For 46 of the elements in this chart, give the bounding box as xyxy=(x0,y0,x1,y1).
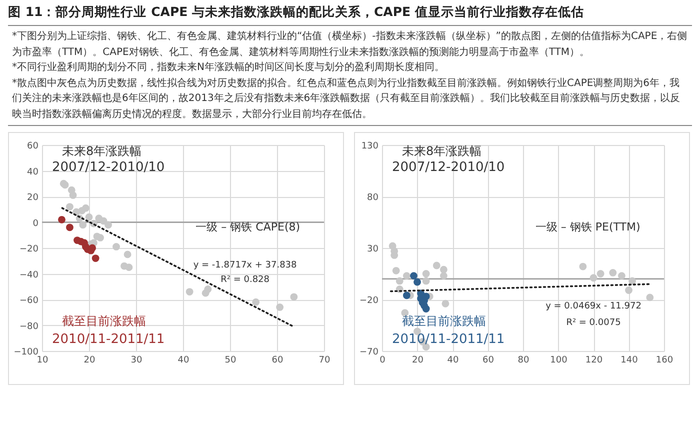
x-tick-label: 0 xyxy=(380,356,386,366)
x-tick-label: 70 xyxy=(318,356,330,366)
y-tick-label: −70 xyxy=(360,348,379,358)
y-tick-label: 80 xyxy=(367,193,379,203)
annotation: 2007/12-2010/10 xyxy=(52,160,165,175)
y-tick-label: −20 xyxy=(20,244,39,254)
annotation: y = 0.0469x - 11.972 xyxy=(546,302,642,312)
annotation: 2010/11-2011/11 xyxy=(52,332,165,347)
y-tick-label: −60 xyxy=(20,296,39,306)
x-tick-label: 20 xyxy=(84,356,96,366)
annotation: 一级 – 钢铁 PE(TTM) xyxy=(535,220,640,234)
x-tick-label: 50 xyxy=(224,356,236,366)
x-tick-label: 120 xyxy=(585,356,603,366)
y-tick-label: 0 xyxy=(32,218,39,229)
text: *下图分别为上证综指、钢铁、化工、有色金属、建筑材料行业的“估值（横坐标）-指数未来涨跌幅（纵坐标）”的散点图，左侧的估值指标为CAPE，右侧为市盈率（TTM）。CAPE对钢铁、化工、有色金属、建筑材料等周期性行业未来指数涨跌幅的预测能力明显高于市盈率（TTM）。 *不同行业盈利周期的划分不同，指数未来N年涨跌幅的时间区间长度与划分的盈利周期长度相同。 *散点图中灰色点为历史数据，线性拟合线为对历史数据的拟合。红色点和蓝色点则为行业指数截至目前涨跌幅。例如钢铁行业CAPE调整周期为6年，我们关注的未来涨跌幅也是6年区间的，故2013年之后没有指数未来6年涨跌幅数据（只有截至目前涨跌幅）。我们比较截至目前涨跌幅与历史数据，以反映当时指数涨跌幅偏离历史情况的程度。数据显示，大部分行业目前均存在低估。 xyxy=(8,26,692,126)
annotation: 截至目前涨跌幅 xyxy=(402,314,486,328)
annotation: 2010/11-2011/11 xyxy=(392,332,505,347)
y-tick-label: −80 xyxy=(20,322,39,332)
annotation: 未来8年涨跌幅 xyxy=(402,144,482,158)
y-tick-label: 30 xyxy=(367,244,379,254)
annotation: 一级 – 钢铁 CAPE(8) xyxy=(196,220,300,234)
annotation: y = -1.8717x + 37.838 xyxy=(193,260,298,270)
x-tick-label: 140 xyxy=(620,356,638,366)
y-tick-label: 60 xyxy=(27,142,39,152)
x-tick-label: 80 xyxy=(518,356,530,366)
y-tick-label: −100 xyxy=(14,348,39,358)
y-tick-label: 40 xyxy=(27,167,39,178)
x-tick-label: 40 xyxy=(178,356,190,366)
x-tick-label: 160 xyxy=(656,356,674,366)
chart-title: 图 11：部分周期性行业 CAPE 与未来指数涨跌幅的配比关系，CAPE 值显示当前行业指数存在低估 xyxy=(8,4,692,26)
x-tick-label: 10 xyxy=(36,356,48,366)
annotation: 未来8年涨跌幅 xyxy=(62,144,142,158)
x-tick-label: 100 xyxy=(550,356,568,366)
x-tick-label: 30 xyxy=(130,356,142,366)
annotation: 截至目前涨跌幅 xyxy=(62,314,146,328)
y-tick-label: −40 xyxy=(20,270,39,280)
y-tick-label: 20 xyxy=(27,193,39,203)
y-tick-label: −20 xyxy=(360,296,379,306)
x-tick-label: 60 xyxy=(272,356,284,366)
x-tick-label: 40 xyxy=(447,356,459,366)
x-tick-label: 60 xyxy=(482,356,494,366)
x-tick-label: 20 xyxy=(412,356,424,366)
annotation: 2007/12-2010/10 xyxy=(392,160,505,175)
annotation: R² = 0.0075 xyxy=(566,318,621,328)
y-tick-label: 130 xyxy=(361,142,379,152)
annotation: R² = 0.828 xyxy=(220,274,270,285)
